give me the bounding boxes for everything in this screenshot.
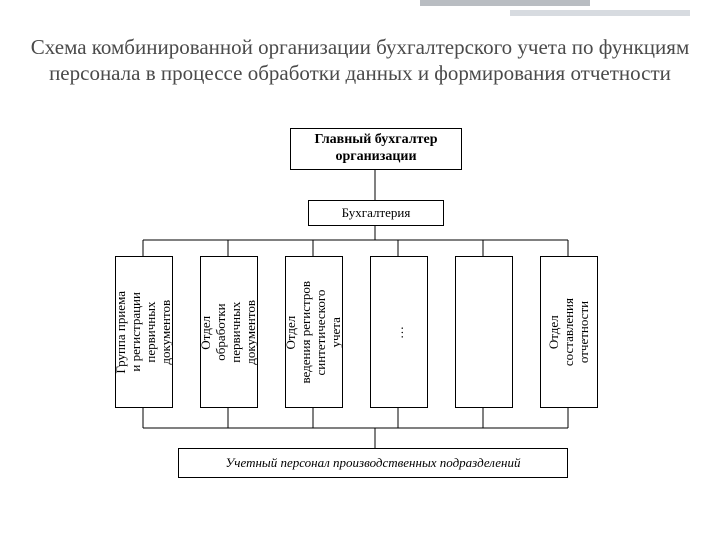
node-bottom: Учетный персонал производственных подраз…: [178, 448, 568, 478]
node-dept4: …: [370, 256, 428, 408]
page-title: Схема комбинированной организации бухгал…: [30, 34, 690, 87]
node-acct: Бухгалтерия: [308, 200, 444, 226]
node-root: Главный бухгалтер организации: [290, 128, 462, 170]
node-dept2: Отдел обработки первичных документов: [200, 256, 258, 408]
node-dept6: Отдел составления отчетности: [540, 256, 598, 408]
deco-bar-1: [420, 0, 590, 6]
node-dept5: [455, 256, 513, 408]
node-dept3: Отдел ведения регистров синтетического у…: [285, 256, 343, 408]
deco-bar-2: [510, 10, 690, 16]
node-dept1: Группа приема и регистрации первичных до…: [115, 256, 173, 408]
